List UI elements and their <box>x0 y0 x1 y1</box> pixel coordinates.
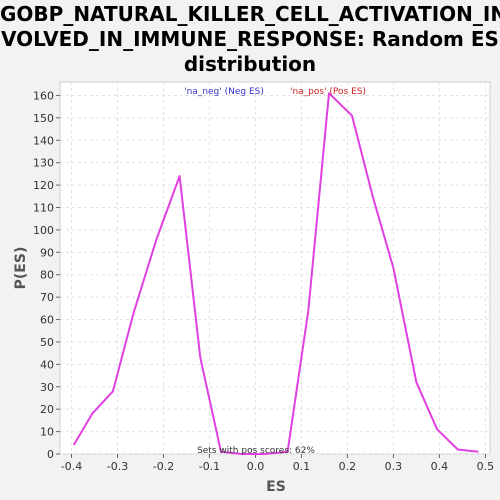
x-tick-label: -0.4 <box>61 460 82 473</box>
chart-title: GOBP_NATURAL_KILLER_CELL_ACTIVATION_IN V… <box>0 2 500 77</box>
legend-item-neg: 'na_neg' (Neg ES) <box>184 87 264 97</box>
y-tick-label: 100 <box>33 224 54 237</box>
y-tick-label: 30 <box>40 381 54 394</box>
x-axis: -0.4 -0.3 -0.2 -0.1 0.0 0.1 0.2 0.3 0.4 0.5 <box>61 454 494 473</box>
y-tick-label: 50 <box>40 336 54 349</box>
x-tick-label: -0.1 <box>199 460 220 473</box>
y-tick-label: 10 <box>40 426 54 439</box>
x-tick-label: 0.5 <box>477 460 495 473</box>
series-line <box>72 92 479 455</box>
y-tick-label: 130 <box>33 157 54 170</box>
chart-title-line-1: GOBP_NATURAL_KILLER_CELL_ACTIVATION_IN <box>0 2 500 26</box>
y-tick-label: 150 <box>33 112 54 125</box>
y-axis-title: P(ES) <box>13 247 29 290</box>
x-tick-label: -0.3 <box>107 460 128 473</box>
y-tick-label: 60 <box>40 314 54 327</box>
y-tick-label: 0 <box>47 448 54 461</box>
y-tick-label: 120 <box>33 179 54 192</box>
series-layer <box>72 92 479 455</box>
y-tick-label: 40 <box>40 358 54 371</box>
y-tick-label: 110 <box>33 201 54 214</box>
x-tick-label: 0.2 <box>339 460 357 473</box>
x-tick-label: 0.3 <box>385 460 403 473</box>
y-tick-label: 80 <box>40 269 54 282</box>
y-tick-label: 160 <box>33 89 54 102</box>
grid <box>60 82 490 455</box>
x-tick-label: 0.1 <box>293 460 311 473</box>
chart-title-line-2: VOLVED_IN_IMMUNE_RESPONSE: Random ES <box>1 27 499 51</box>
y-tick-label: 70 <box>40 291 54 304</box>
y-tick-label: 90 <box>40 246 54 259</box>
x-tick-label: -0.2 <box>153 460 174 473</box>
x-tick-label: 0.4 <box>431 460 449 473</box>
legend-item-pos: 'na_pos' (Pos ES) <box>290 87 366 97</box>
y-tick-label: 140 <box>33 134 54 147</box>
y-axis: 0 10 20 30 40 50 60 70 80 90 100 110 120 130 140 150 160 <box>33 89 60 461</box>
x-tick-label: 0.0 <box>247 460 265 473</box>
chart-title-line-3: distribution <box>183 52 317 76</box>
x-axis-title: ES <box>266 479 286 495</box>
pos-scores-annotation: Sets with pos scores: 62% <box>197 446 315 456</box>
y-tick-label: 20 <box>40 403 54 416</box>
plot-area <box>59 81 491 455</box>
